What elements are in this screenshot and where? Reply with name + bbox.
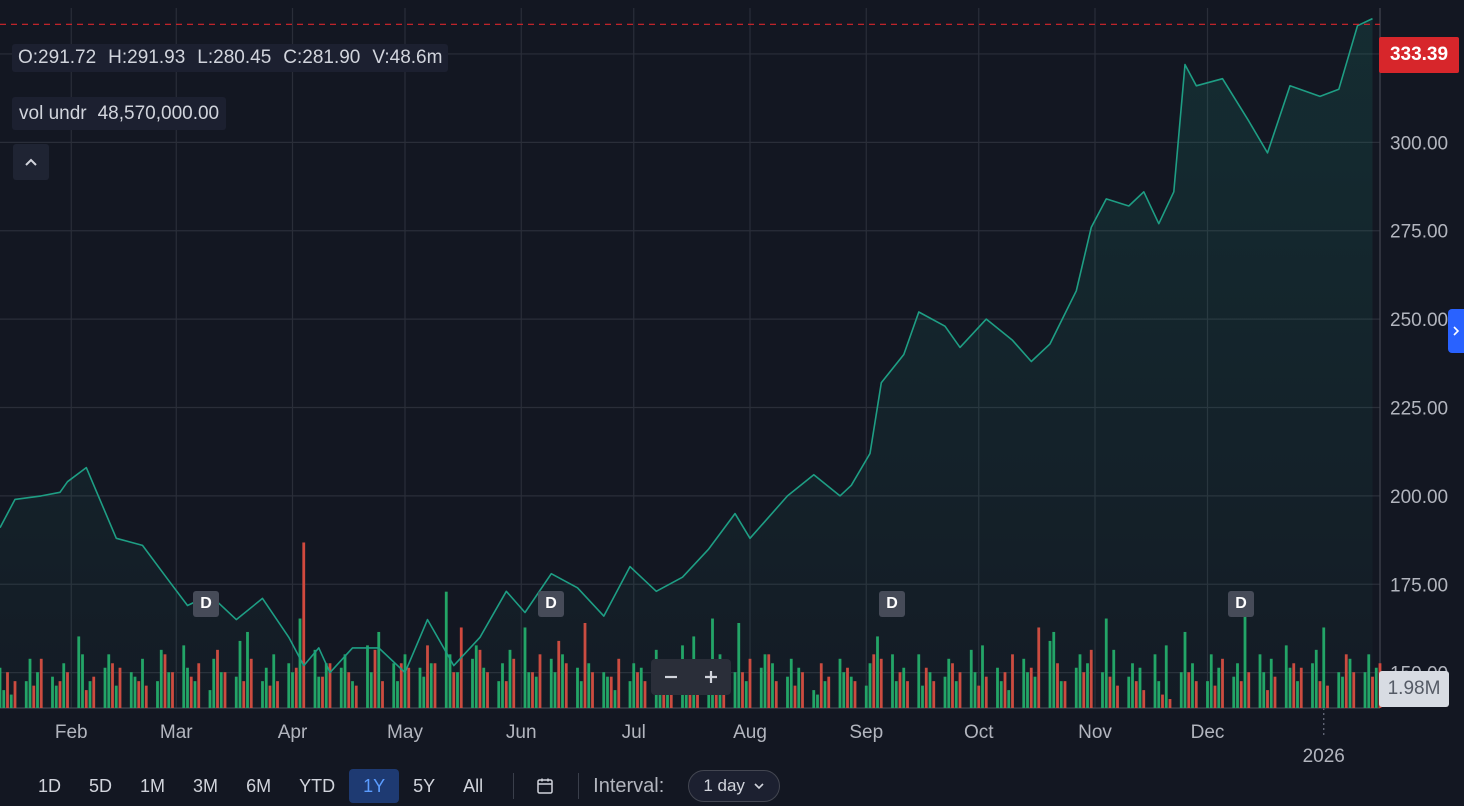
volume-legend-label: vol undr [19, 102, 87, 124]
x-tick-label: Jun [506, 722, 537, 743]
range-5y-button[interactable]: 5Y [413, 775, 436, 796]
interval-dropdown[interactable]: 1 day [688, 770, 780, 802]
y-tick-label: 175.00 [1390, 575, 1448, 596]
range-1y-button[interactable]: 1Y [349, 769, 400, 803]
x-tick-label: Apr [278, 722, 308, 743]
chevron-up-icon [25, 158, 37, 166]
minus-icon [665, 675, 677, 679]
interval-label: Interval: [593, 774, 665, 797]
range-3m-button[interactable]: 3M [193, 775, 219, 796]
plus-icon [705, 671, 717, 683]
collapse-legend-button[interactable] [13, 144, 49, 180]
dividend-marker[interactable]: D [879, 591, 905, 617]
volume-value-tag: 1.98M [1379, 671, 1449, 707]
x-tick-label: Feb [55, 722, 88, 743]
volume-legend-value: 48,570,000.00 [97, 102, 220, 124]
range-1d-button[interactable]: 1D [38, 775, 62, 796]
y-tick-label: 250.00 [1390, 310, 1448, 331]
calendar-icon [537, 778, 553, 794]
dividend-marker[interactable]: D [193, 591, 219, 617]
x-tick-label: Dec [1191, 722, 1225, 743]
range-toolbar: 1D 5D 1M 3M 6M YTD 1Y 5Y All Interval: 1… [0, 766, 1464, 806]
ohlc-low: L:280.45 [197, 47, 272, 68]
x-tick-label: Mar [160, 722, 193, 743]
ohlc-volume: V:48.6m [372, 47, 443, 68]
y-tick-label: 275.00 [1390, 222, 1448, 243]
volume-legend: vol undr 48,570,000.00 [12, 97, 227, 130]
range-ytd-button[interactable]: YTD [299, 775, 336, 796]
x-year-label: 2026 [1303, 746, 1345, 766]
y-tick-label: 300.00 [1390, 133, 1448, 154]
zoom-in-button[interactable] [696, 662, 726, 692]
y-tick-label: 225.00 [1390, 398, 1448, 419]
volume-bar [1374, 667, 1378, 708]
expand-side-panel-button[interactable] [1448, 309, 1464, 353]
chevron-down-icon [754, 783, 764, 790]
dividend-marker[interactable]: D [538, 591, 564, 617]
zoom-controls [651, 659, 731, 695]
x-tick-label: Oct [964, 722, 994, 743]
y-tick-label: 200.00 [1390, 487, 1448, 508]
price-area [0, 18, 1373, 709]
interval-value: 1 day [703, 776, 745, 795]
range-5d-button[interactable]: 5D [89, 775, 113, 796]
x-tick-label: Aug [733, 722, 767, 743]
chevron-right-icon [1453, 326, 1460, 336]
last-price-tag: 333.39 [1379, 37, 1459, 73]
range-6m-button[interactable]: 6M [246, 775, 272, 796]
date-range-button[interactable] [528, 769, 562, 803]
x-tick-label: Jul [622, 722, 646, 743]
price-line [0, 17, 1373, 674]
ohlc-close: C:281.90 [283, 47, 361, 68]
ohlc-legend: O:291.72 H:291.93 L:280.45 C:281.90 V:48… [12, 44, 449, 72]
range-all-button[interactable]: All [463, 775, 484, 796]
ohlc-high: H:291.93 [108, 47, 186, 68]
ohlc-open: O:291.72 [18, 47, 97, 68]
price-chart[interactable]: 325.00300.00275.00250.00225.00200.00175.… [0, 0, 1464, 766]
volume-bar [302, 542, 306, 708]
x-tick-label: May [387, 722, 423, 743]
x-tick-label: Nov [1078, 722, 1112, 743]
zoom-out-button[interactable] [656, 662, 686, 692]
toolbar-divider [513, 773, 515, 799]
range-1m-button[interactable]: 1M [140, 775, 166, 796]
dividend-marker[interactable]: D [1228, 591, 1254, 617]
toolbar-divider [578, 773, 580, 799]
volume-bar [444, 591, 448, 708]
x-tick-label: Sep [849, 722, 883, 743]
